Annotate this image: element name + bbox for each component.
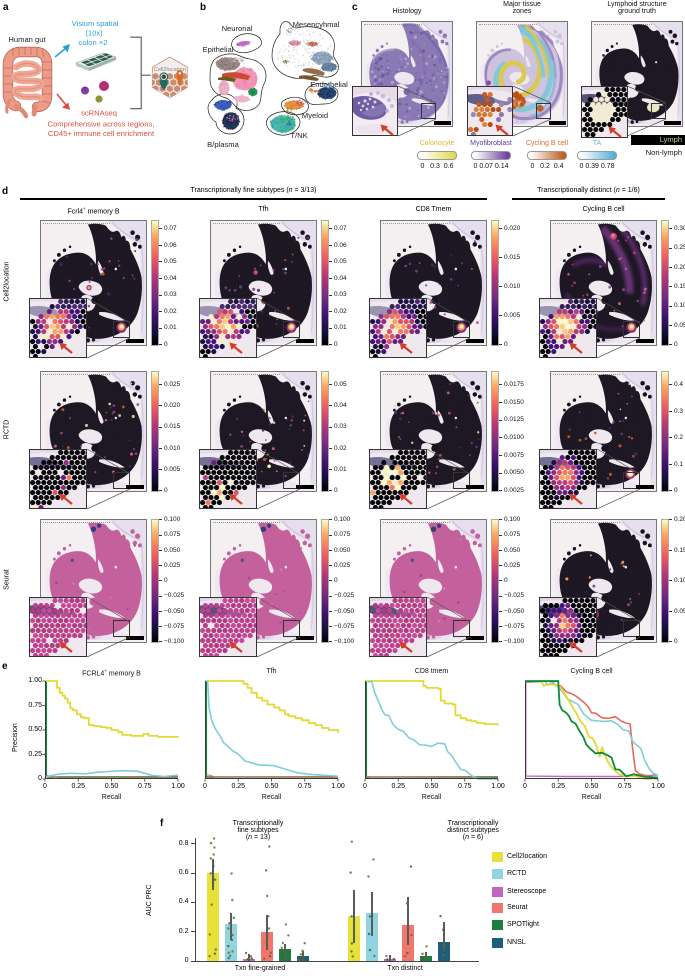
svg-text:scRNAseq: scRNAseq [81, 109, 117, 118]
svg-text:Visium spatial: Visium spatial [72, 19, 119, 28]
svg-text:colon ×2: colon ×2 [79, 38, 108, 47]
svg-text:Human gut: Human gut [8, 35, 46, 44]
svg-text:Myeloid: Myeloid [302, 111, 328, 120]
svg-text:Comprehensive across regions,: Comprehensive across regions, [48, 120, 155, 129]
svg-text:B/plasma: B/plasma [207, 140, 239, 149]
svg-text:Cell2location: Cell2location [154, 67, 186, 73]
svg-text:CD45+ immune cell enrichment: CD45+ immune cell enrichment [48, 129, 155, 138]
svg-text:T/NK: T/NK [290, 131, 307, 140]
svg-text:Mesencyhmal: Mesencyhmal [293, 20, 340, 29]
svg-text:Neuronal: Neuronal [222, 24, 253, 33]
svg-text:Epithelial: Epithelial [203, 45, 234, 54]
svg-text:(10x): (10x) [85, 29, 103, 38]
